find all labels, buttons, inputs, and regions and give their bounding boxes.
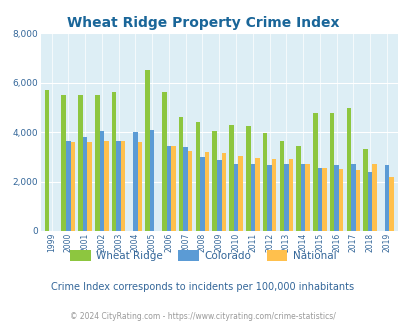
- Bar: [78, 95, 83, 231]
- Bar: [183, 147, 188, 231]
- Bar: [266, 165, 271, 231]
- Bar: [137, 142, 142, 231]
- Bar: [149, 130, 154, 231]
- Bar: [116, 141, 121, 231]
- Bar: [245, 126, 250, 231]
- Bar: [284, 164, 288, 231]
- Bar: [388, 177, 393, 231]
- Bar: [45, 90, 49, 231]
- Bar: [83, 137, 87, 231]
- Bar: [179, 117, 183, 231]
- Bar: [279, 141, 283, 231]
- Bar: [133, 132, 137, 231]
- Bar: [254, 158, 259, 231]
- Bar: [305, 164, 309, 231]
- Bar: [221, 153, 226, 231]
- Bar: [200, 157, 204, 231]
- Bar: [350, 164, 355, 231]
- Bar: [338, 169, 343, 231]
- Bar: [312, 114, 317, 231]
- Bar: [145, 70, 149, 231]
- Bar: [300, 164, 305, 231]
- Bar: [195, 122, 200, 231]
- Text: Crime Index corresponds to incidents per 100,000 inhabitants: Crime Index corresponds to incidents per…: [51, 282, 354, 292]
- Bar: [212, 131, 216, 231]
- Bar: [288, 159, 292, 231]
- Bar: [95, 95, 99, 231]
- Bar: [111, 92, 116, 231]
- Bar: [188, 150, 192, 231]
- Bar: [362, 149, 367, 231]
- Bar: [355, 170, 359, 231]
- Bar: [104, 141, 109, 231]
- Bar: [334, 165, 338, 231]
- Bar: [162, 92, 166, 231]
- Bar: [70, 142, 75, 231]
- Bar: [233, 164, 238, 231]
- Bar: [367, 172, 371, 231]
- Bar: [216, 160, 221, 231]
- Bar: [317, 168, 321, 231]
- Text: Wheat Ridge Property Crime Index: Wheat Ridge Property Crime Index: [66, 16, 339, 30]
- Bar: [87, 142, 92, 231]
- Bar: [229, 125, 233, 231]
- Bar: [371, 164, 376, 231]
- Bar: [296, 146, 300, 231]
- Bar: [61, 95, 66, 231]
- Bar: [204, 152, 209, 231]
- Bar: [166, 146, 171, 231]
- Bar: [384, 165, 388, 231]
- Bar: [171, 146, 175, 231]
- Bar: [66, 141, 70, 231]
- Bar: [346, 109, 350, 231]
- Bar: [321, 168, 326, 231]
- Bar: [250, 164, 254, 231]
- Bar: [99, 131, 104, 231]
- Bar: [271, 159, 276, 231]
- Bar: [262, 133, 266, 231]
- Legend: Wheat Ridge, Colorado, National: Wheat Ridge, Colorado, National: [65, 246, 340, 265]
- Bar: [121, 141, 125, 231]
- Bar: [329, 114, 334, 231]
- Bar: [238, 155, 242, 231]
- Text: © 2024 CityRating.com - https://www.cityrating.com/crime-statistics/: © 2024 CityRating.com - https://www.city…: [70, 312, 335, 321]
